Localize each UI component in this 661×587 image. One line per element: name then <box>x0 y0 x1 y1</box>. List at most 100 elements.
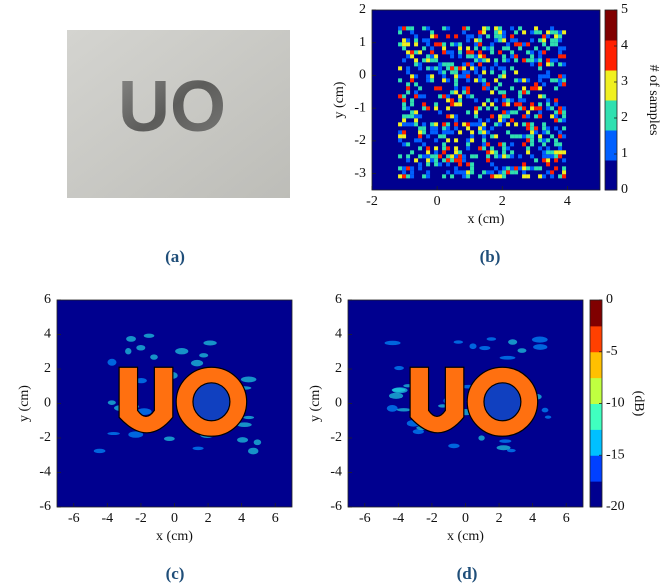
heatmap-texture <box>546 158 550 162</box>
heatmap-texture <box>562 166 566 170</box>
heatmap-texture <box>462 170 466 174</box>
heatmap-texture <box>490 170 494 174</box>
heatmap-texture <box>458 98 462 102</box>
heatmap-texture <box>514 78 518 82</box>
heatmap-texture <box>434 130 438 134</box>
heatmap-texture <box>550 42 554 46</box>
heatmap-texture <box>402 102 406 106</box>
y-tick-label: -6 <box>330 499 342 514</box>
heatmap-texture <box>478 106 482 110</box>
heatmap-texture <box>454 154 458 158</box>
heatmap-texture <box>434 150 438 154</box>
heatmap-texture <box>398 174 402 178</box>
heatmap-texture <box>498 74 502 78</box>
heatmap-texture <box>558 142 562 146</box>
heatmap-texture <box>478 122 482 126</box>
heatmap-texture <box>94 449 106 453</box>
heatmap-texture <box>398 130 402 134</box>
colorbar-segment <box>590 429 602 455</box>
heatmap-texture <box>438 42 442 46</box>
heatmap-texture <box>422 102 426 106</box>
heatmap-texture <box>502 34 506 38</box>
heatmap-texture <box>514 166 518 170</box>
heatmap-texture <box>254 439 261 445</box>
heatmap-texture <box>458 102 462 106</box>
heatmap-texture <box>522 134 526 138</box>
heatmap-texture <box>442 174 446 178</box>
heatmap-texture <box>442 42 446 46</box>
heatmap-texture <box>478 58 482 62</box>
heatmap-texture <box>514 38 518 42</box>
x-tick-label: 6 <box>272 511 279 526</box>
heatmap-texture <box>422 58 426 62</box>
heatmap-texture <box>514 170 518 174</box>
heatmap-texture <box>446 106 450 110</box>
heatmap-texture <box>490 126 494 130</box>
heatmap-texture <box>434 42 438 46</box>
heatmap-texture <box>542 122 546 126</box>
y-tick-label: -1 <box>354 100 366 115</box>
heatmap-texture <box>422 122 426 126</box>
heatmap-texture <box>546 34 550 38</box>
heatmap-texture <box>410 102 414 106</box>
heatmap-texture <box>446 138 450 142</box>
heatmap-texture <box>402 106 406 110</box>
heatmap-texture <box>538 62 542 66</box>
heatmap-texture <box>454 74 458 78</box>
heatmap-texture <box>530 86 534 90</box>
heatmap-texture <box>482 26 486 30</box>
heatmap-texture <box>422 38 426 42</box>
heatmap-texture <box>554 34 558 38</box>
heatmap-texture <box>470 94 474 98</box>
heatmap-texture <box>530 58 534 62</box>
heatmap-texture <box>418 162 422 166</box>
heatmap-texture <box>410 50 414 54</box>
heatmap-texture <box>398 154 402 158</box>
heatmap-texture <box>466 54 470 58</box>
heatmap-texture <box>462 158 466 162</box>
heatmap-texture <box>474 122 478 126</box>
heatmap-texture <box>474 106 478 110</box>
heatmap-texture <box>410 122 414 126</box>
heatmap-texture <box>502 170 506 174</box>
heatmap-texture <box>426 162 430 166</box>
heatmap-texture <box>446 122 450 126</box>
heatmap-texture <box>486 46 490 50</box>
heatmap-texture <box>462 62 466 66</box>
heatmap-texture <box>546 46 550 50</box>
heatmap-background <box>348 300 583 507</box>
heatmap-texture <box>426 26 430 30</box>
heatmap-texture <box>406 158 410 162</box>
heatmap-texture <box>406 70 410 74</box>
heatmap-texture <box>562 46 566 50</box>
y-tick-label: -6 <box>39 499 51 514</box>
heatmap-texture <box>522 58 526 62</box>
heatmap-texture <box>442 130 446 134</box>
heatmap-texture <box>502 90 506 94</box>
heatmap-texture <box>538 66 542 70</box>
heatmap-texture <box>422 174 426 178</box>
heatmap-texture <box>442 146 446 150</box>
heatmap-texture <box>107 359 116 366</box>
heatmap-texture <box>506 122 510 126</box>
heatmap-texture <box>486 154 490 158</box>
heatmap-texture <box>406 166 410 170</box>
heatmap-texture <box>454 122 458 126</box>
heatmap-texture <box>458 50 462 54</box>
colorbar-tick-label: -15 <box>606 447 625 462</box>
heatmap-texture <box>454 66 458 70</box>
heatmap-texture <box>454 82 458 86</box>
heatmap-texture <box>414 62 418 66</box>
heatmap-texture <box>522 30 526 34</box>
heatmap-texture <box>494 166 498 170</box>
heatmap-texture <box>558 74 562 78</box>
heatmap-texture <box>466 126 470 130</box>
heatmap-texture <box>482 130 486 134</box>
heatmap-texture <box>510 26 514 30</box>
heatmap-texture <box>542 142 546 146</box>
x-tick-label: 0 <box>434 194 441 209</box>
heatmap-texture <box>526 138 530 142</box>
heatmap-texture <box>558 78 562 82</box>
heatmap-texture <box>406 26 410 30</box>
heatmap-texture <box>562 174 566 178</box>
